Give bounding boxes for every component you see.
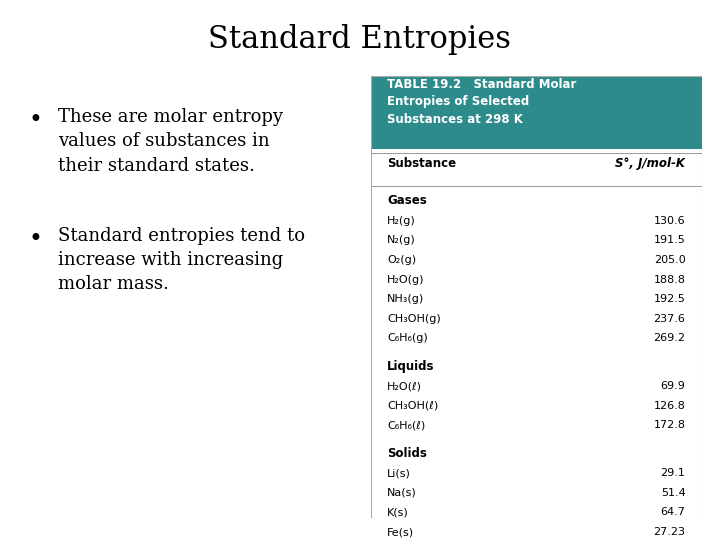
FancyBboxPatch shape [371,76,702,148]
Text: Gases: Gases [387,194,427,207]
Text: NH₃(g): NH₃(g) [387,294,425,304]
Text: 269.2: 269.2 [654,333,685,343]
Text: C₆H₆(ℓ): C₆H₆(ℓ) [387,421,426,430]
Text: Liquids: Liquids [387,360,435,373]
Text: •: • [29,108,42,132]
Text: Standard Entropies: Standard Entropies [209,24,511,55]
Text: Solids: Solids [387,447,427,460]
Text: 126.8: 126.8 [654,401,685,411]
Text: N₂(g): N₂(g) [387,235,416,245]
Text: 29.1: 29.1 [660,468,685,478]
Text: 130.6: 130.6 [654,216,685,226]
Text: 64.7: 64.7 [660,508,685,517]
Text: H₂O(ℓ): H₂O(ℓ) [387,381,423,391]
Text: CH₃OH(ℓ): CH₃OH(ℓ) [387,401,438,411]
Text: 237.6: 237.6 [654,314,685,324]
Text: Substance: Substance [387,157,456,170]
Text: S°, J/mol-K: S°, J/mol-K [616,157,685,170]
Text: 192.5: 192.5 [654,294,685,304]
Text: H₂(g): H₂(g) [387,216,416,226]
Text: 69.9: 69.9 [660,381,685,391]
Text: •: • [29,227,42,251]
Text: 172.8: 172.8 [654,421,685,430]
Text: K(s): K(s) [387,508,409,517]
Text: TABLE 19.2   Standard Molar
Entropies of Selected
Substances at 298 K: TABLE 19.2 Standard Molar Entropies of S… [387,78,577,126]
Text: CH₃OH(g): CH₃OH(g) [387,314,441,324]
Text: Standard entropies tend to
increase with increasing
molar mass.: Standard entropies tend to increase with… [58,227,305,293]
Text: 205.0: 205.0 [654,255,685,265]
Text: 51.4: 51.4 [661,488,685,498]
Text: 27.23: 27.23 [654,527,685,537]
Text: 188.8: 188.8 [654,275,685,285]
Text: C₆H₆(g): C₆H₆(g) [387,333,428,343]
Text: Fe(s): Fe(s) [387,527,415,537]
Text: O₂(g): O₂(g) [387,255,416,265]
Text: H₂O(g): H₂O(g) [387,275,425,285]
Text: Na(s): Na(s) [387,488,417,498]
Text: Li(s): Li(s) [387,468,411,478]
Text: These are molar entropy
values of substances in
their standard states.: These are molar entropy values of substa… [58,108,283,174]
Text: 191.5: 191.5 [654,235,685,245]
